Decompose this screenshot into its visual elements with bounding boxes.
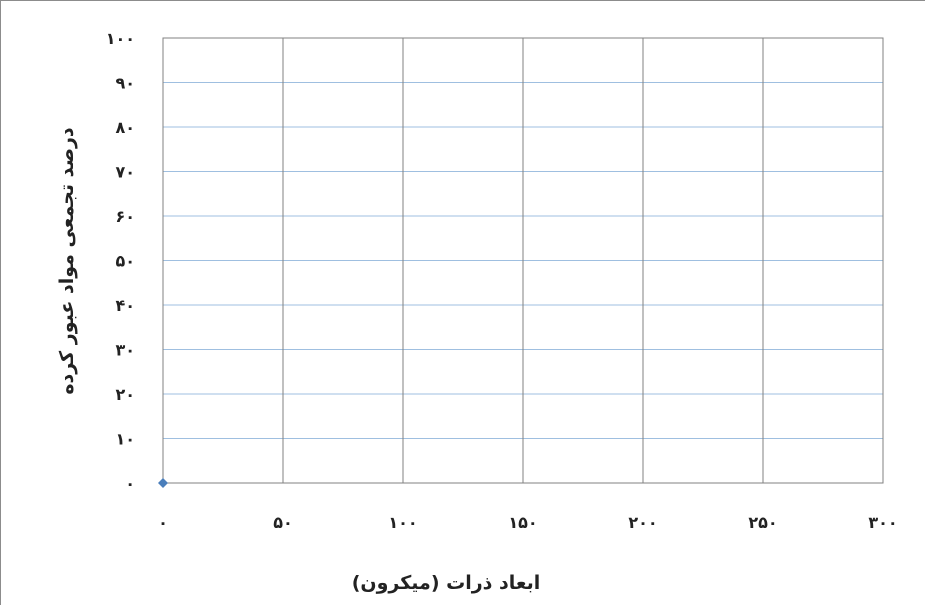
y-tick-label: ۵۰ xyxy=(115,252,135,271)
y-tick-label: ۹۰ xyxy=(115,74,135,93)
y-tick-label: ۷۰ xyxy=(115,163,135,182)
x-tick-label: ۰ xyxy=(158,513,168,532)
x-axis-tick-labels: ۰ ۵۰ ۱۰۰ ۱۵۰ ۲۰۰ ۲۵۰ ۳۰۰ xyxy=(158,513,898,532)
y-tick-label: ۱۰۰ xyxy=(106,29,135,48)
y-tick-label: ۰ xyxy=(125,474,135,493)
vertical-gridlines xyxy=(282,38,764,483)
data-points xyxy=(158,478,168,488)
y-tick-label: ۸۰ xyxy=(115,118,135,137)
x-tick-label: ۱۰۰ xyxy=(388,513,417,532)
plot-area-border xyxy=(162,37,884,484)
y-tick-label: ۲۰ xyxy=(115,385,135,404)
y-axis-title: درصد تجمعی مواد عبور کرده xyxy=(56,127,78,395)
y-tick-label: ۳۰ xyxy=(115,341,135,360)
y-axis-tick-labels: ۰ ۱۰ ۲۰ ۳۰ ۴۰ ۵۰ ۶۰ ۷۰ ۸۰ ۹۰ ۱۰۰ xyxy=(106,29,135,493)
y-tick-label: ۶۰ xyxy=(115,207,135,226)
x-tick-label: ۵۰ xyxy=(273,513,293,532)
x-tick-label: ۱۵۰ xyxy=(508,513,537,532)
y-tick-label: ۱۰ xyxy=(115,430,135,449)
x-axis-title: ابعاد ذرات (میکرون) xyxy=(352,572,541,594)
x-tick-label: ۳۰۰ xyxy=(868,513,897,532)
y-tick-label: ۴۰ xyxy=(115,296,135,315)
data-point-marker xyxy=(158,478,168,488)
x-tick-label: ۲۰۰ xyxy=(628,513,657,532)
x-tick-label: ۲۵۰ xyxy=(748,513,777,532)
